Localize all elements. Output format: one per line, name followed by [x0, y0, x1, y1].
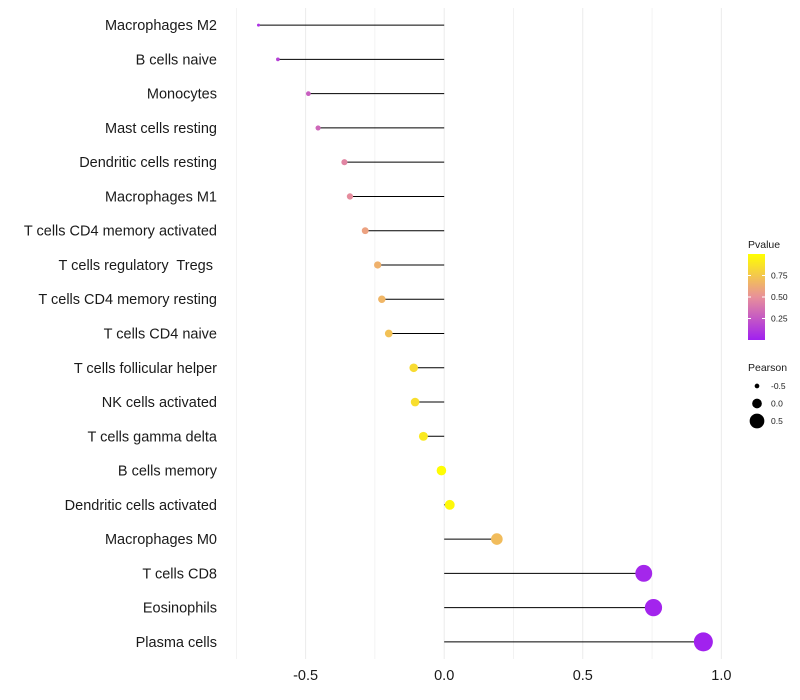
pearson-legend: Pearson -0.5 0.0 0.5	[748, 362, 787, 429]
x-tick-label: 0.0	[434, 668, 454, 684]
lollipop-point	[305, 91, 311, 97]
pearson-legend-title: Pearson	[748, 362, 787, 374]
category-label: Dendritic cells resting	[79, 155, 217, 171]
lollipop-point	[644, 598, 663, 617]
lollipop-point	[409, 363, 419, 373]
category-label: T cells follicular helper	[74, 361, 217, 377]
size-legend-dot	[752, 398, 762, 409]
lollipop-point	[410, 397, 420, 407]
category-label: T cells CD4 naive	[104, 327, 217, 343]
pvalue-legend-title: Pvalue	[748, 239, 780, 251]
lollipop-points	[256, 23, 713, 652]
size-legend-dot	[754, 383, 760, 389]
category-label: Monocytes	[147, 87, 217, 103]
lollipop-point	[378, 295, 386, 303]
category-label: Plasma cells	[136, 635, 217, 651]
category-label: NK cells activated	[102, 395, 217, 411]
x-tick-label: 0.5	[573, 668, 593, 684]
pvalue-legend: Pvalue 0.75 0.50 0.25	[748, 239, 788, 340]
lollipop-point	[361, 227, 369, 235]
category-label: Mast cells resting	[105, 121, 217, 137]
size-legend-dot	[749, 413, 765, 429]
lollipop-point	[341, 159, 348, 166]
lollipop-point	[346, 193, 354, 200]
lollipop-segments	[258, 24, 704, 643]
lollipop-point	[444, 499, 455, 510]
category-label: Macrophages M2	[105, 18, 217, 34]
lollipop-point	[256, 23, 260, 27]
category-label: Macrophages M1	[105, 189, 217, 205]
lollipop-point	[276, 57, 280, 62]
x-axis-ticks: -0.5 0.0 0.5 1.0	[293, 668, 731, 684]
category-label: Dendritic cells activated	[65, 498, 217, 514]
category-label: Eosinophils	[143, 601, 217, 617]
x-tick-label: -0.5	[293, 668, 318, 684]
category-label: B cells memory	[118, 464, 218, 480]
lollipop-point	[315, 125, 321, 131]
colorbar-tick-label: 0.25	[771, 314, 788, 324]
lollipop-point	[491, 533, 503, 545]
category-labels: Macrophages M2 B cells naive Monocytes Mast…	[24, 18, 218, 651]
category-label: T cells CD4 memory resting	[38, 292, 217, 308]
size-legend-label: 0.5	[771, 416, 783, 426]
category-label: Macrophages M0	[105, 532, 217, 548]
category-label: T cells gamma delta	[88, 429, 218, 445]
grid-lines	[236, 8, 722, 659]
colorbar-tick-label: 0.75	[771, 271, 788, 281]
x-tick-label: 1.0	[711, 668, 731, 684]
category-label: T cells CD8	[142, 566, 217, 582]
lollipop-point	[635, 564, 653, 582]
lollipop-point	[374, 261, 382, 269]
lollipop-point	[436, 465, 447, 476]
colorbar-tick-label: 0.50	[771, 292, 788, 302]
category-label: B cells naive	[136, 52, 217, 68]
lollipop-point	[384, 329, 393, 338]
lollipop-point	[693, 632, 713, 652]
size-legend-label: -0.5	[771, 381, 786, 391]
size-legend-label: 0.0	[771, 399, 783, 409]
lollipop-point	[418, 431, 428, 441]
pvalue-colorbar	[748, 254, 765, 340]
category-label: T cells regulatory Tregs	[59, 258, 218, 274]
category-label: T cells CD4 memory activated	[24, 224, 217, 240]
